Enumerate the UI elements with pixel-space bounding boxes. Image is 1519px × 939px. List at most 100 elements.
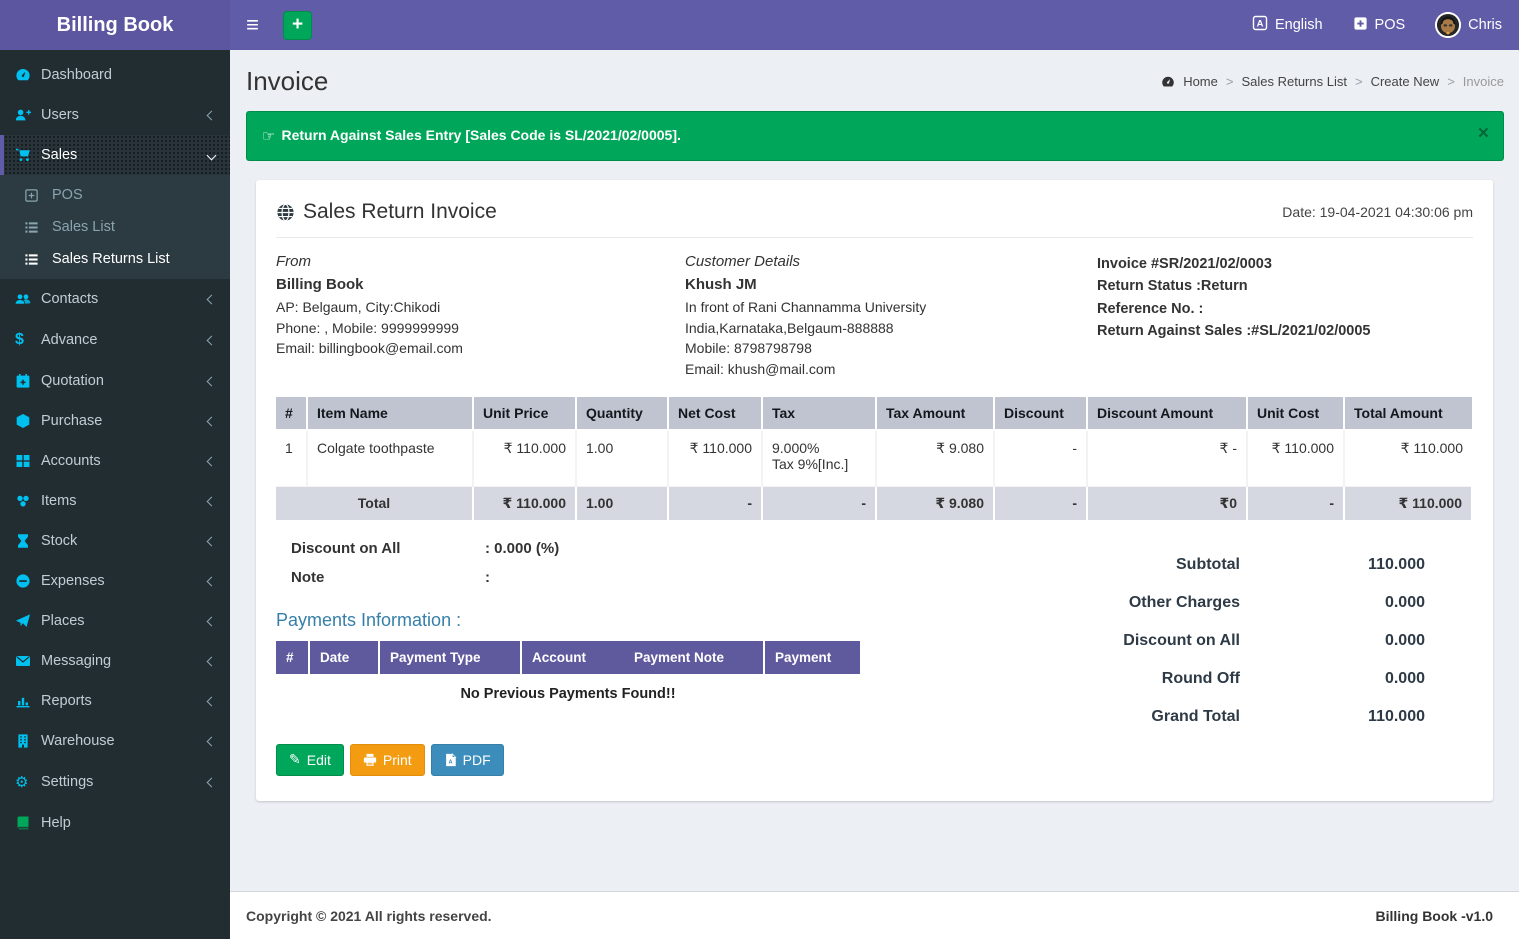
summary-discount-row: Discount on All 0.000	[1051, 622, 1425, 660]
note-value: :	[485, 568, 490, 586]
globe-icon	[276, 203, 295, 222]
sidebar-item-items[interactable]: Items	[0, 481, 230, 521]
pdf-button[interactable]: A PDF	[430, 743, 504, 776]
breadcrumb-create-new[interactable]: Create New	[1370, 74, 1440, 89]
total-total-amount: ₹ 110.000	[1344, 486, 1473, 520]
total-discount: -	[994, 486, 1088, 520]
chevron-left-icon	[206, 736, 217, 746]
total-discount-amount: ₹0	[1087, 486, 1248, 520]
sidebar-item-warehouse[interactable]: Warehouse	[0, 721, 230, 761]
sidebar-item-label: Dashboard	[41, 67, 112, 83]
chevron-left-icon	[206, 616, 217, 626]
building-icon	[15, 733, 41, 749]
total-net-cost: -	[668, 486, 763, 520]
summary-value: 110.000	[1368, 707, 1425, 725]
footer: Copyright © 2021 All rights reserved. Bi…	[230, 891, 1519, 939]
sidebar-item-advance[interactable]: $ Advance	[0, 319, 230, 361]
note-label: Note	[291, 568, 325, 586]
sidebar-item-expenses[interactable]: Expenses	[0, 561, 230, 601]
cell-item-name: Colgate toothpaste	[307, 429, 474, 487]
hand-pointer-icon: ☞	[262, 128, 276, 145]
items-table-total-row: Total ₹ 110.000 1.00 - - ₹ 9.080 - ₹0 - …	[276, 486, 1473, 520]
grid-icon	[15, 453, 41, 469]
footer-version: Billing Book -v1.0	[1375, 907, 1493, 924]
hourglass-icon	[15, 533, 41, 549]
sidebar-subitem-sales-list[interactable]: Sales List	[0, 211, 230, 243]
chevron-left-icon	[206, 376, 217, 386]
col-payment-date: Date	[309, 640, 380, 674]
cart-icon	[15, 147, 41, 163]
sidebar-item-quotation[interactable]: Quotation	[0, 361, 230, 401]
edit-button[interactable]: ✎ Edit	[276, 743, 344, 776]
items-table-row: 1 Colgate toothpaste ₹ 110.000 1.00 ₹ 11…	[276, 429, 1472, 487]
col-payment-note: Payment Note	[624, 640, 765, 674]
col-net-cost: Net Cost	[668, 396, 763, 431]
total-tax: -	[762, 486, 877, 520]
success-alert: ☞ Return Against Sales Entry [Sales Code…	[246, 111, 1504, 161]
alert-message: Return Against Sales Entry [Sales Code i…	[281, 127, 681, 143]
dashboard-icon	[1161, 75, 1175, 89]
language-menu[interactable]: A English	[1252, 15, 1323, 35]
sidebar-item-sales[interactable]: Sales	[0, 135, 230, 175]
chevron-left-icon	[206, 416, 217, 426]
col-payment-account: Account	[521, 640, 624, 674]
printer-icon	[363, 753, 377, 767]
chevron-left-icon	[206, 656, 217, 666]
brand-logo[interactable]: Billing Book	[0, 0, 230, 50]
pos-shortcut[interactable]: POS	[1353, 16, 1405, 35]
sidebar-item-purchase[interactable]: Purchase	[0, 401, 230, 441]
sidebar-item-places[interactable]: Places	[0, 601, 230, 641]
customer-email: Email: khush@mail.com	[685, 361, 836, 378]
cell-tax-amount: ₹ 9.080	[876, 429, 995, 487]
sidebar-item-messaging[interactable]: Messaging	[0, 641, 230, 681]
user-menu[interactable]: Chris	[1435, 12, 1502, 38]
gears-icon: ⚙	[15, 774, 29, 791]
sidebar-item-reports[interactable]: Reports	[0, 681, 230, 721]
divider	[276, 237, 1473, 238]
payments-table: # Date Payment Type Account Payment Note…	[276, 640, 860, 716]
main-area: ≡ + A English POS	[230, 0, 1519, 939]
user-name: Chris	[1468, 17, 1502, 33]
alert-close-button[interactable]: ×	[1477, 123, 1489, 144]
sidebar-item-help[interactable]: Help	[0, 803, 230, 843]
invoice-date: Date: 19-04-2021 04:30:06 pm	[1282, 204, 1473, 220]
total-label: Total	[276, 486, 474, 520]
sidebar-subitem-pos[interactable]: POS	[0, 179, 230, 211]
breadcrumb-sales-returns-list[interactable]: Sales Returns List	[1241, 74, 1347, 89]
total-unit-cost: -	[1247, 486, 1345, 520]
sidebar-toggle-button[interactable]: ≡	[230, 0, 275, 50]
print-button[interactable]: Print	[349, 743, 425, 776]
sidebar-item-dashboard[interactable]: Dashboard	[0, 55, 230, 95]
sidebar-item-label: Help	[41, 815, 71, 831]
bar-chart-icon	[15, 693, 41, 709]
sidebar-subitem-label: Sales List	[52, 219, 115, 235]
reference-no: Reference No. :	[1097, 300, 1204, 317]
quick-add-button[interactable]: +	[283, 10, 312, 40]
content: Invoice Home > Sales Returns List > Crea…	[230, 50, 1519, 891]
lower-section: Discount on All : 0.000 (%) Note : Payme…	[276, 540, 1473, 776]
print-label: Print	[382, 751, 412, 768]
payments-section-title: Payments Information :	[276, 609, 462, 630]
sidebar-item-users[interactable]: Users	[0, 95, 230, 135]
sidebar-item-accounts[interactable]: Accounts	[0, 441, 230, 481]
sidebar-item-label: Purchase	[41, 413, 103, 429]
sidebar-item-label: Messaging	[41, 653, 112, 669]
minus-circle-icon	[15, 573, 41, 589]
sidebar-item-settings[interactable]: ⚙ Settings	[0, 761, 230, 803]
sidebar-item-label: Quotation	[41, 373, 104, 389]
users-group-icon	[15, 291, 41, 307]
hamburger-icon: ≡	[246, 12, 259, 37]
items-table-header-row: # Item Name Unit Price Quantity Net Cost…	[276, 396, 1472, 431]
svg-text:A: A	[448, 759, 452, 765]
summary-label: Other Charges	[1128, 593, 1240, 611]
sidebar-subitem-sales-returns-list[interactable]: Sales Returns List	[0, 243, 230, 275]
chevron-left-icon	[206, 496, 217, 506]
from-heading: From	[276, 253, 311, 270]
discount-on-all-value: : 0.000 (%)	[485, 539, 560, 557]
sidebar-item-label: Places	[41, 613, 85, 629]
customer-address-2: India,Karnataka,Belgaum-888888	[685, 319, 894, 336]
breadcrumb-separator: >	[1225, 74, 1234, 89]
breadcrumb-home[interactable]: Home	[1183, 74, 1218, 89]
sidebar-item-stock[interactable]: Stock	[0, 521, 230, 561]
sidebar-item-contacts[interactable]: Contacts	[0, 279, 230, 319]
